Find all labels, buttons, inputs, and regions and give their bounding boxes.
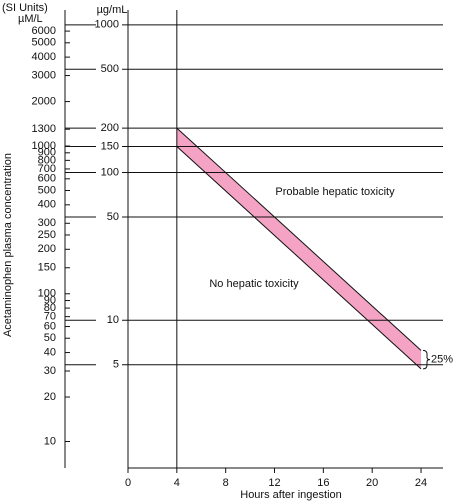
y2-tick-label: 4000 xyxy=(32,51,56,63)
y2-tick-label: 400 xyxy=(38,199,56,211)
y-axis-title: Acetaminophen plasma concentration xyxy=(2,153,14,337)
x-tick-label: 4 xyxy=(174,477,180,489)
y2-tick-label: 60 xyxy=(44,320,56,332)
y2-tick-label: 500 xyxy=(38,184,56,196)
x-tick-label: 12 xyxy=(268,477,280,489)
y2-tick-label: 900 xyxy=(38,147,56,159)
y2-tick-label: 200 xyxy=(38,243,56,255)
annotation: Probable hepatic toxicity xyxy=(275,186,395,198)
x-tick-label: 8 xyxy=(223,477,229,489)
y2-tick-label: 5000 xyxy=(32,37,56,49)
y2-tick-label: 700 xyxy=(38,163,56,175)
y2-unit-label: µM/L xyxy=(18,13,43,25)
y-tick-label: 200 xyxy=(101,122,119,134)
y-tick-label: 10 xyxy=(107,314,119,326)
x-tick-label: 0 xyxy=(125,477,131,489)
y2-tick-label: 6000 xyxy=(32,25,56,37)
si-units-label: (SI Units) xyxy=(2,2,48,14)
annotation: No hepatic toxicity xyxy=(209,278,299,290)
y2-tick-label: 50 xyxy=(44,332,56,344)
y-tick-label: 100 xyxy=(101,166,119,178)
y2-tick-label: 90 xyxy=(44,294,56,306)
y2-tick-label: 80 xyxy=(44,302,56,314)
y2-tick-label: 300 xyxy=(38,217,56,229)
y2-tick-label: 3000 xyxy=(32,69,56,81)
y2-tick-label: 1300 xyxy=(32,123,56,135)
nomogram-line xyxy=(176,127,422,351)
x-tick-label: 20 xyxy=(366,477,378,489)
x-tick-label: 16 xyxy=(317,477,329,489)
y-tick-label: 50 xyxy=(107,211,119,223)
y2-tick-label: 40 xyxy=(44,346,56,358)
toxicity-band xyxy=(176,128,422,369)
x-tick-label: 24 xyxy=(415,477,427,489)
y2-tick-label: 250 xyxy=(38,229,56,241)
y2-tick-label: 2000 xyxy=(32,95,56,107)
x-axis-title: Hours after ingestion xyxy=(240,489,342,501)
brace xyxy=(422,349,431,370)
y2-tick-label: 150 xyxy=(38,262,56,274)
y2-tick-label: 70 xyxy=(44,311,56,323)
y2-tick-label: 600 xyxy=(38,173,56,185)
y2-tick-label: 10 xyxy=(44,435,56,447)
y-tick-label: 150 xyxy=(101,140,119,152)
y2-tick-label: 20 xyxy=(44,391,56,403)
y2-tick-label: 30 xyxy=(44,365,56,377)
y2-tick-label: 100 xyxy=(38,288,56,300)
y2-tick-label: 1000 xyxy=(32,140,56,152)
annotation: 25% xyxy=(431,354,453,366)
y-tick-label: 1000 xyxy=(95,19,119,31)
y-unit-label: µg/mL xyxy=(97,4,128,16)
y-tick-label: 500 xyxy=(101,63,119,75)
nomogram-line xyxy=(176,146,422,370)
y2-tick-label: 800 xyxy=(38,154,56,166)
y-tick-label: 5 xyxy=(113,359,119,371)
